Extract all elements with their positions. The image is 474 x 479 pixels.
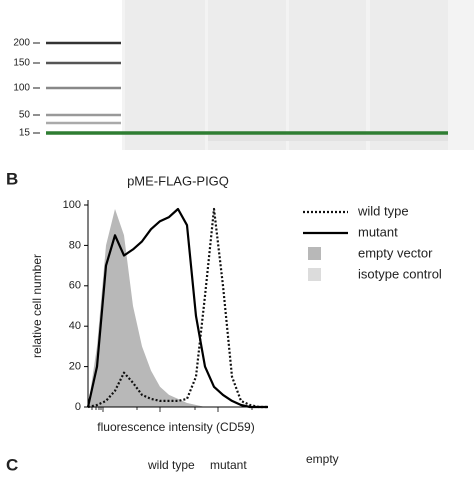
ladder-label: 200 <box>13 38 30 49</box>
y-tick-label: 100 <box>63 199 81 211</box>
legend-label: mutant <box>358 224 398 239</box>
y-tick-label: 60 <box>69 280 81 292</box>
y-tick-label: 80 <box>69 239 81 251</box>
y-tick-label: 20 <box>69 361 81 373</box>
ladder-label: 150 <box>13 58 30 69</box>
ladder-label: 50 <box>19 110 31 121</box>
gel-lane <box>370 0 448 150</box>
legend-swatch <box>308 268 321 281</box>
lane-label: wild type <box>147 458 195 472</box>
legend-swatch <box>308 247 321 260</box>
ladder-label: 15 <box>19 128 31 139</box>
legend: wild type mutant empty vector isotype contr… <box>303 203 442 281</box>
gel-lane <box>208 0 286 150</box>
x-minor-ticks <box>91 407 253 412</box>
legend-label: isotype control <box>358 266 442 281</box>
ladder-ticks <box>33 42 40 134</box>
y-tick-label: 0 <box>75 401 81 413</box>
gel-lane <box>289 0 366 150</box>
gel-lane <box>125 0 205 150</box>
lane-label: empty <box>306 452 339 466</box>
plot-area <box>86 207 268 409</box>
band-shadow <box>208 135 448 141</box>
legend-label: empty vector <box>358 245 433 260</box>
y-axis-label: relative cell number <box>30 254 44 358</box>
lane-label: mutant <box>210 458 247 472</box>
panel-label: B <box>6 169 18 188</box>
chart-title: pME-FLAG-PIGQ <box>127 173 229 188</box>
ladder-label: 100 <box>13 83 30 94</box>
x-axis-label: fluorescence intensity (CD59) <box>97 420 254 434</box>
legend-label: wild type <box>357 203 409 218</box>
gel-panel: 200 150 100 50 15 <box>13 0 474 150</box>
histogram-line <box>86 207 268 409</box>
y-tick-label: 40 <box>69 320 81 332</box>
axes: 0 20 40 60 80 100 <box>63 199 268 413</box>
histogram-area <box>88 209 268 407</box>
panel-label: C <box>6 455 18 474</box>
